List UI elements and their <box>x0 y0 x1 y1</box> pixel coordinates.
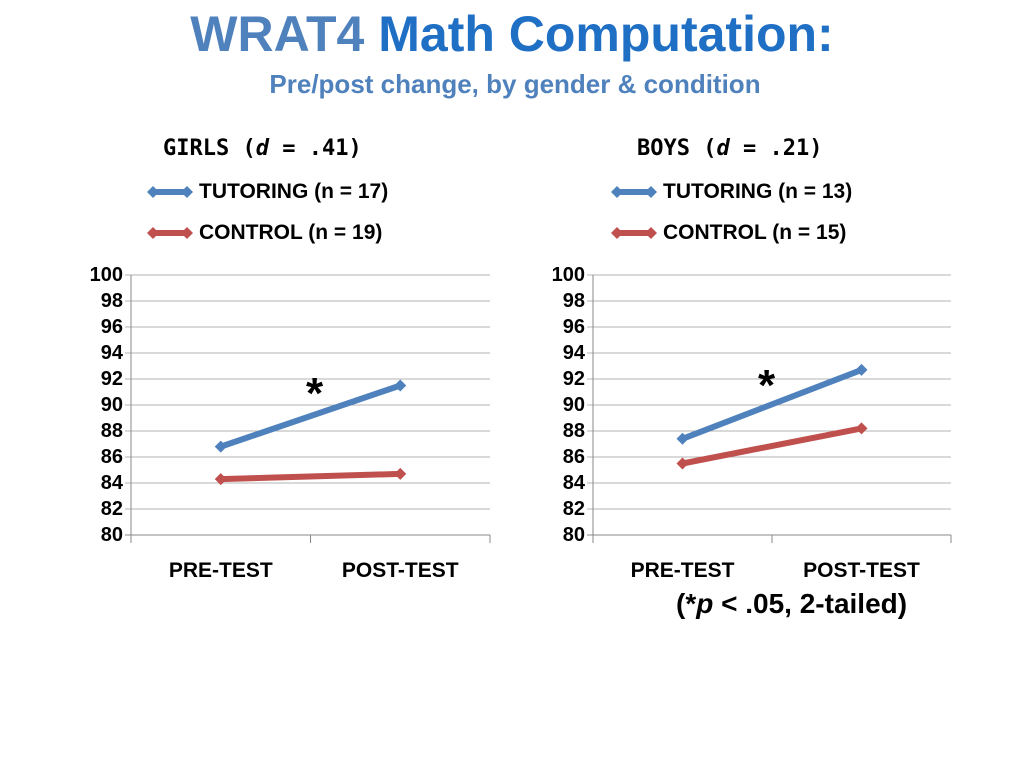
x-tick-label: PRE-TEST <box>168 559 273 582</box>
girls-title-italic: d <box>255 136 269 161</box>
y-tick-label: 92 <box>100 368 123 390</box>
page-title: WRAT4 Math Computation: <box>0 4 1024 64</box>
legend-line-icon <box>611 227 657 239</box>
y-tick-label: 82 <box>562 498 585 520</box>
boys-legend-control: CONTROL (n = 15) <box>611 219 846 247</box>
y-tick-label: 92 <box>562 368 585 390</box>
legend-label: CONTROL (n = 19) <box>199 221 383 244</box>
control-series-line <box>679 425 865 467</box>
tutoring-series-line <box>679 366 865 442</box>
significance-star: * <box>758 361 776 410</box>
y-tick-label: 98 <box>100 290 123 312</box>
girls-title-suffix: = .41) <box>268 136 362 161</box>
legend-line-icon <box>147 227 193 239</box>
y-tick-label: 80 <box>100 524 123 546</box>
footnote-open: (* <box>676 588 697 619</box>
boys-title-prefix: BOYS ( <box>637 136 717 161</box>
legend-line-icon <box>147 186 193 198</box>
x-tick-label: POST-TEST <box>341 559 459 582</box>
y-tick-label: 84 <box>100 472 123 494</box>
legend-label: TUTORING (n = 17) <box>199 180 389 203</box>
data-point-marker <box>676 457 689 470</box>
y-tick-label: 90 <box>100 394 123 416</box>
legend-line-icon <box>611 186 657 198</box>
data-point-marker <box>676 432 689 445</box>
y-tick-label: 90 <box>562 394 585 416</box>
data-point-marker <box>855 422 868 435</box>
data-point-marker <box>394 379 407 392</box>
y-tick-label: 88 <box>562 420 585 442</box>
y-tick-label: 96 <box>562 316 585 338</box>
footnote-italic: p <box>696 588 714 619</box>
girls-title-prefix: GIRLS ( <box>163 136 256 161</box>
x-tick-label: POST-TEST <box>803 559 920 582</box>
control-series-line <box>217 470 404 483</box>
title-part-1: WRAT4 <box>190 6 365 62</box>
boys-title-italic: d <box>716 136 730 161</box>
footnote-rest: < .05, 2-tailed) <box>713 588 908 619</box>
boys-chart-title: BOYS (d = .21) <box>637 136 822 161</box>
legend-label: TUTORING (n = 13) <box>663 180 853 203</box>
title-part-2: Math Computation: <box>364 6 834 62</box>
y-tick-label: 98 <box>562 290 585 312</box>
y-tick-label: 100 <box>89 264 123 286</box>
y-tick-label: 88 <box>100 420 123 442</box>
girls-legend-control: CONTROL (n = 19) <box>147 219 382 247</box>
data-point-marker <box>214 473 227 486</box>
boys-legend-tutoring: TUTORING (n = 13) <box>611 178 852 206</box>
y-tick-label: 96 <box>100 316 123 338</box>
data-point-marker <box>394 467 407 480</box>
y-tick-label: 84 <box>562 472 585 494</box>
y-tick-label: 94 <box>562 342 585 364</box>
y-tick-label: 86 <box>562 446 585 468</box>
x-tick-label: PRE-TEST <box>630 559 735 582</box>
y-tick-label: 80 <box>562 524 585 546</box>
significance-star: * <box>306 369 324 418</box>
boys-title-suffix: = .21) <box>729 136 823 161</box>
page-subtitle: Pre/post change, by gender & condition <box>269 69 761 99</box>
girls-legend-tutoring: TUTORING (n = 17) <box>147 178 388 206</box>
significance-footnote: (*p < .05, 2-tailed) <box>676 586 907 622</box>
tutoring-series-line <box>217 382 404 450</box>
y-tick-label: 94 <box>100 342 123 364</box>
data-point-marker <box>855 363 868 376</box>
data-point-marker <box>214 440 227 453</box>
y-tick-label: 82 <box>100 498 123 520</box>
y-tick-label: 100 <box>551 264 585 286</box>
y-tick-label: 86 <box>100 446 123 468</box>
legend-label: CONTROL (n = 15) <box>663 221 847 244</box>
girls-chart-title: GIRLS (d = .41) <box>163 136 362 161</box>
